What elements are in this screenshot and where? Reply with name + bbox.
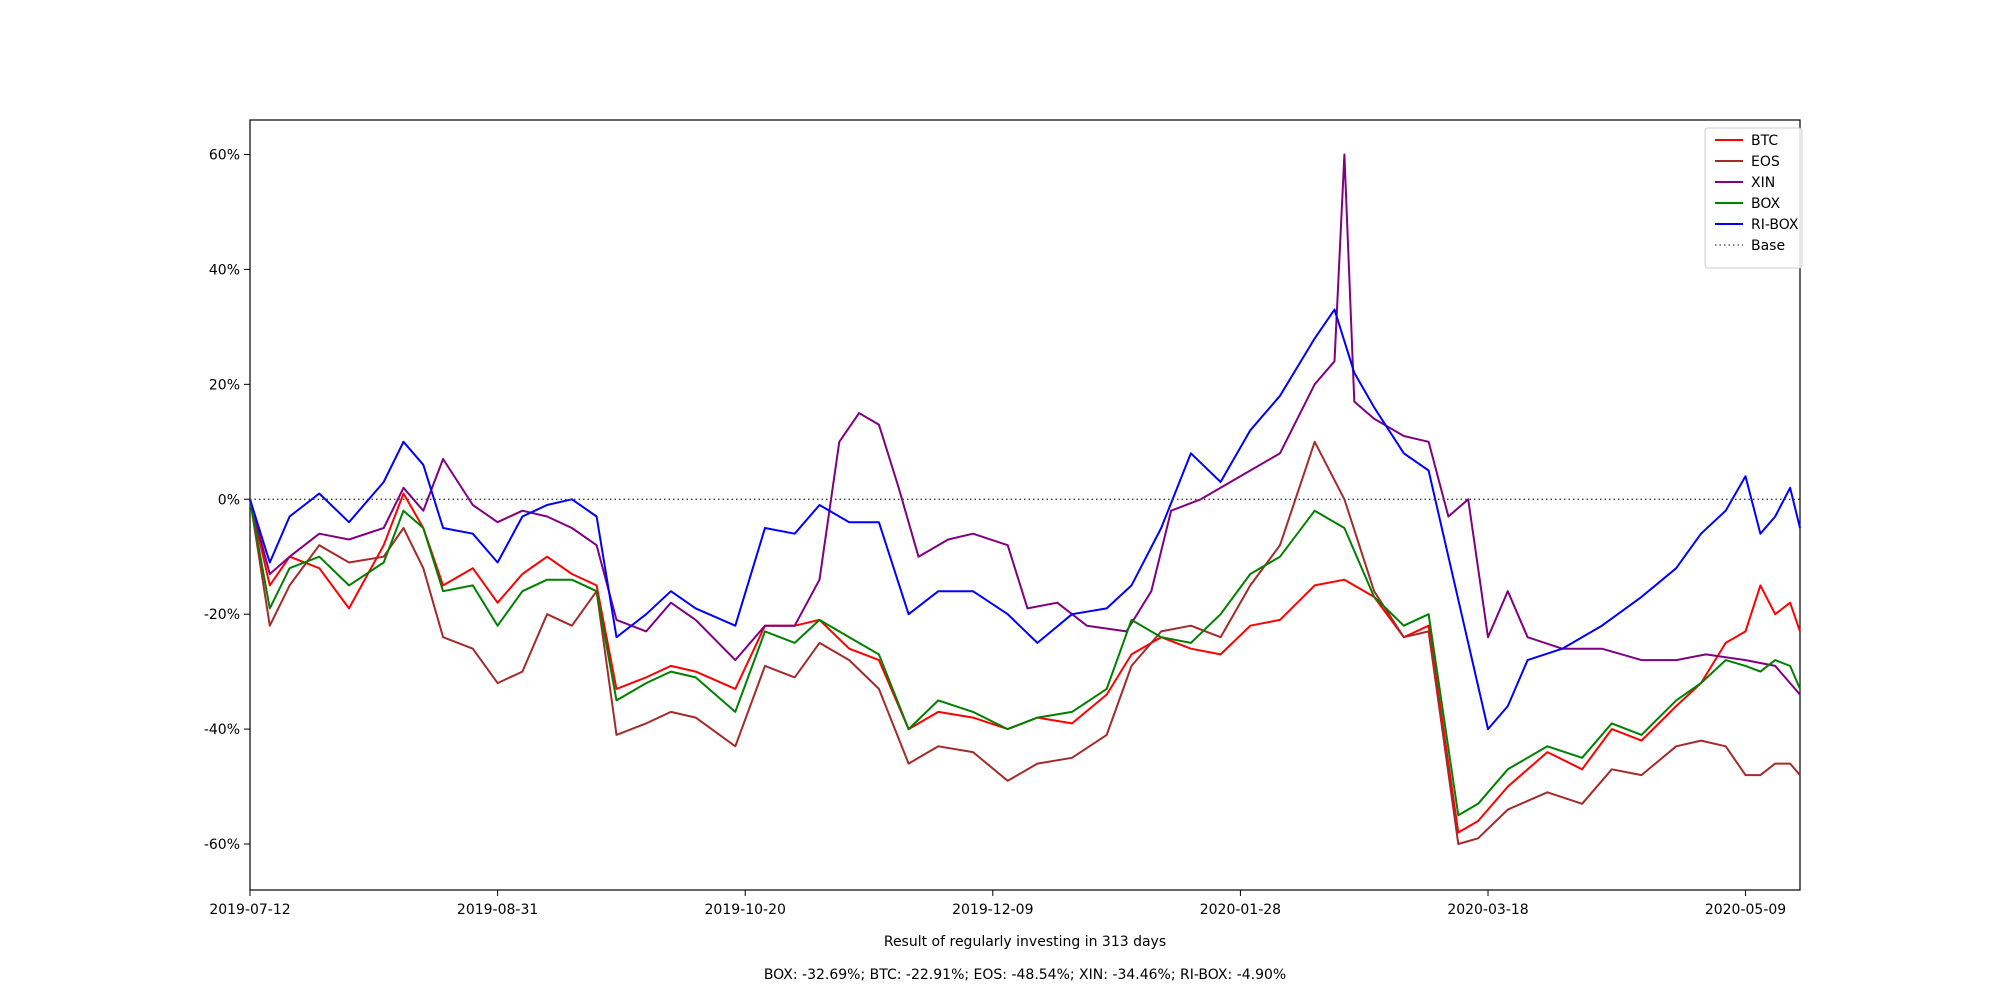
series-line-box	[249, 499, 1801, 817]
legend-label: Base	[1751, 238, 1785, 254]
legend-label: EOS	[1751, 154, 1780, 170]
y-tick-label: -20%	[204, 607, 240, 623]
legend-label: RI-BOX	[1751, 217, 1799, 233]
x-tick-label: 2020-05-09	[1705, 902, 1786, 918]
legend-label: BOX	[1751, 196, 1780, 212]
x-tick-label: 2020-03-18	[1447, 902, 1528, 918]
y-tick-label: 0%	[218, 492, 240, 508]
y-tick-label: 60%	[209, 147, 240, 163]
y-tick-label: 20%	[209, 377, 240, 393]
series-line-eos	[249, 440, 1801, 845]
x-tick-label: 2019-10-20	[705, 902, 786, 918]
x-tick-label: 2019-12-09	[952, 902, 1033, 918]
plot-area	[249, 119, 1801, 891]
y-tick-label: 40%	[209, 262, 240, 278]
series-line-ri-box	[249, 308, 1801, 731]
y-tick-label: -60%	[204, 837, 240, 853]
x-tick-label: 2019-07-12	[209, 902, 290, 918]
series-layer	[249, 153, 1801, 845]
chart-summary: BOX: -32.69%; BTC: -22.91%; EOS: -48.54%…	[764, 967, 1286, 983]
legend: BTC EOS XIN BOX RI-BOX Base	[1704, 127, 1803, 269]
y-tick-label: -40%	[204, 722, 240, 738]
x-tick-label: 2020-01-28	[1200, 902, 1281, 918]
x-axis: 2019-07-12 2019-08-31 2019-10-20 2019-12-09…	[209, 890, 1786, 918]
x-tick-label: 2019-08-31	[457, 902, 538, 918]
y-axis: -60% -40% -20% 0% 20% 40% 60%	[204, 147, 250, 853]
legend-frame	[1704, 127, 1803, 269]
legend-label: XIN	[1751, 175, 1775, 191]
legend-label: BTC	[1751, 133, 1778, 149]
x-axis-label: Result of regularly investing in 313 day…	[884, 934, 1166, 950]
series-line-xin	[249, 153, 1801, 696]
